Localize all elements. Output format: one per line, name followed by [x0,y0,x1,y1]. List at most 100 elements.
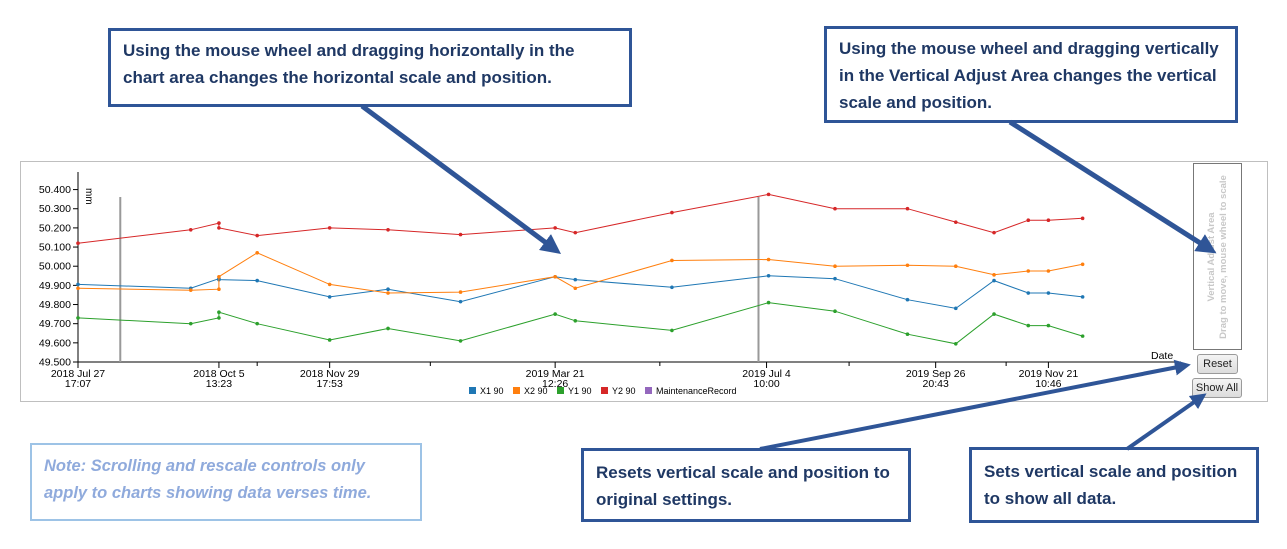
data-point [217,287,221,291]
y-tick-label: 50.400 [39,184,71,196]
vertical-adjust-label: Vertical Adjust Area Drag to move, mouse… [1206,175,1230,339]
data-point [905,206,910,211]
y-tick-label: 49.500 [39,357,71,369]
data-point [992,312,996,316]
y-tick-label: 49.600 [39,337,71,349]
series-line-y2-90 [77,193,1083,244]
data-point [255,278,259,283]
data-point [1046,269,1051,273]
vertical-adjust-area[interactable]: Vertical Adjust Area Drag to move, mouse… [1193,163,1242,350]
x-tick-label-time: 10:46 [1035,378,1061,390]
data-point [386,287,390,291]
x-axis-label: Date [1151,350,1173,362]
note-box: Note: Scrolling and rescale controls onl… [30,443,422,521]
data-point [1080,216,1085,221]
y-tick-label: 50.000 [39,261,71,273]
data-point [1080,334,1085,338]
data-point [188,321,193,326]
callout-vertical-area: Using the mouse wheel and dragging verti… [824,26,1238,123]
chart-panel[interactable]: 49.500 49.600 49.700 49.800 49.900 50.000 50.1… [20,161,1268,402]
data-point [766,300,771,305]
chart-canvas[interactable]: 49.500 49.600 49.700 49.800 49.900 50.000 50.1… [21,162,1269,403]
y-tick-label: 49.900 [39,280,71,292]
y-axis-label: mm [83,188,94,205]
data-point [670,210,674,215]
callout-chart-area: Using the mouse wheel and dragging horiz… [108,28,632,107]
data-point [386,291,390,295]
legend-label: X1 90 [480,386,504,396]
data-point [217,274,221,279]
data-point [386,228,390,232]
data-point [573,286,578,291]
series-line-x2-90 [77,252,1083,294]
x-tick-label-time: 17:07 [65,378,91,390]
data-point [1046,218,1051,223]
data-point [386,326,390,331]
data-point [458,339,463,343]
data-point [953,342,958,346]
data-point [327,295,332,299]
data-point [670,285,674,290]
data-point [1080,262,1085,267]
data-point [670,258,674,263]
y-tick-label: 50.300 [39,203,71,215]
data-point [76,286,80,291]
data-point [553,226,557,230]
data-point [327,338,332,342]
data-point [1080,295,1085,299]
vertical-adjust-title: Vertical Adjust Area [1205,211,1217,302]
data-point [905,297,910,302]
data-point [766,257,771,262]
x-tick-label: 2018 Nov 29 [300,368,360,380]
data-point [953,220,958,224]
y-tick-label: 50.100 [39,242,71,254]
data-point [76,316,80,320]
legend-swatch [601,387,608,394]
data-point [327,282,332,287]
reset-button[interactable]: Reset [1197,354,1238,374]
y-tick-label: 50.200 [39,222,71,234]
data-point [1046,323,1051,328]
data-point [1026,291,1031,295]
data-point [255,233,259,238]
x-tick-label: 2018 Oct 5 [193,368,245,380]
series-line-x1-90 [77,275,1083,309]
data-point [992,273,996,277]
data-point [1026,269,1031,273]
callout-reset: Resets vertical scale and position to or… [581,448,911,522]
data-point [76,241,80,246]
data-point [458,290,463,294]
vertical-adjust-hint: Drag to move, mouse wheel to scale [1217,174,1229,339]
data-point [670,328,674,333]
data-point [255,251,259,255]
series-line-y1-90 [77,302,1083,345]
data-point [905,263,910,268]
data-point [255,321,259,326]
x-tick-label: 2019 Mar 21 [526,368,585,380]
data-point [992,230,996,235]
data-point [1046,291,1051,295]
callout-show-all: Sets vertical scale and position to show… [969,447,1259,523]
data-point [953,306,958,311]
legend-swatch [557,387,564,394]
y-tick-label: 49.700 [39,318,71,330]
data-point [217,221,221,225]
data-point [217,310,221,314]
data-point [953,264,958,269]
legend-swatch [469,387,476,394]
data-point [188,288,193,292]
data-point [833,276,837,281]
data-point [766,192,771,197]
show-all-button[interactable]: Show All [1192,378,1242,398]
data-point [992,278,996,283]
legend-label: Y2 90 [612,386,636,396]
data-point [1026,218,1031,223]
data-point [217,316,221,320]
legend-swatch [513,387,520,394]
data-point [1026,323,1031,328]
data-point [905,332,910,337]
legend-label: Y1 90 [568,386,592,396]
data-point [458,232,463,237]
data-point [766,273,771,278]
x-tick-label-time: 10:00 [753,378,779,390]
